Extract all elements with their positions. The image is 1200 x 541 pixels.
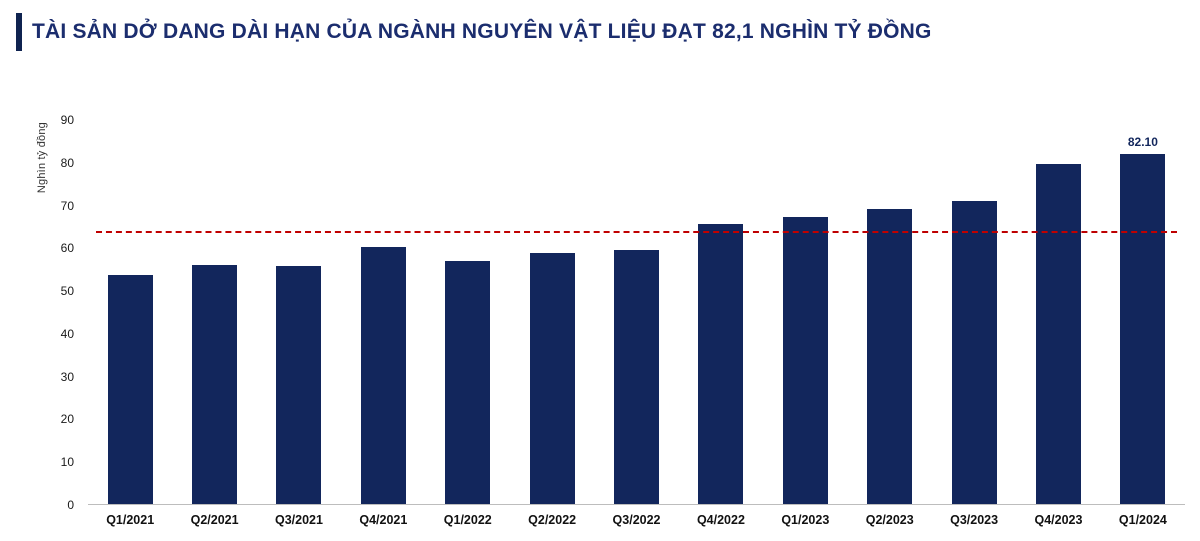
bar-slot bbox=[679, 120, 763, 504]
y-tick-label: 80 bbox=[60, 155, 74, 170]
x-axis-label: Q4/2021 bbox=[359, 513, 408, 527]
plot-area: 82.10 bbox=[88, 120, 1185, 505]
bar-slot bbox=[1016, 120, 1100, 504]
title-accent-bar bbox=[16, 13, 22, 51]
bar-Q2-2023 bbox=[867, 208, 913, 504]
page-title: TÀI SẢN DỞ DANG DÀI HẠN CỦA NGÀNH NGUYÊN… bbox=[32, 20, 932, 43]
bar-slot bbox=[426, 120, 510, 504]
y-tick-label: 40 bbox=[60, 326, 74, 341]
y-tick-label: 70 bbox=[60, 198, 74, 213]
x-axis-label: Q3/2021 bbox=[274, 513, 323, 527]
bar-slot bbox=[88, 120, 172, 504]
x-axis-label: Q2/2021 bbox=[190, 513, 239, 527]
x-axis-label: Q2/2023 bbox=[865, 513, 914, 527]
y-tick-label: 90 bbox=[60, 113, 74, 127]
bar-Q1-2022 bbox=[445, 261, 491, 504]
bar-Q3-2022 bbox=[614, 249, 660, 504]
x-axis-label: Q1/2024 bbox=[1118, 513, 1167, 527]
bars-container: 82.10 bbox=[88, 120, 1185, 504]
bar-chart: Nghìn tỷ đồng 0 10 20 30 40 50 60 70 80 90 82.10 … bbox=[0, 110, 1200, 540]
x-axis-label: Q2/2022 bbox=[528, 513, 577, 527]
x-axis-label: Q4/2023 bbox=[1034, 513, 1083, 527]
bar-slot: 82.10 bbox=[1101, 120, 1185, 504]
bar-Q2-2021 bbox=[192, 265, 238, 504]
y-tick-label: 10 bbox=[60, 455, 74, 470]
y-tick-label: 50 bbox=[60, 284, 74, 299]
x-axis: Q1/2021 Q2/2021 Q3/2021 Q4/2021 Q1/2022 Q2/20… bbox=[88, 513, 1185, 527]
y-tick-label: 30 bbox=[60, 369, 74, 384]
y-tick-label: 0 bbox=[67, 498, 74, 512]
bar-Q4-2023 bbox=[1035, 163, 1081, 504]
y-tick-label: 60 bbox=[60, 241, 74, 256]
bar-Q4-2022 bbox=[698, 223, 744, 504]
bar-Q1-2023 bbox=[782, 217, 828, 504]
bar-Q4-2021 bbox=[360, 247, 406, 504]
bar-value-label: 82.10 bbox=[1127, 134, 1158, 149]
y-axis: 0 10 20 30 40 50 60 70 80 90 bbox=[0, 113, 74, 512]
bar-Q1-2021 bbox=[107, 275, 153, 504]
x-axis-label: Q1/2022 bbox=[443, 513, 492, 527]
bar-slot bbox=[510, 120, 594, 504]
x-axis-label: Q4/2022 bbox=[696, 513, 745, 527]
x-axis-label: Q3/2022 bbox=[612, 513, 661, 527]
bar-Q1-2024 bbox=[1120, 153, 1166, 504]
bar-slot bbox=[848, 120, 932, 504]
x-axis-label: Q3/2023 bbox=[950, 513, 999, 527]
bar-slot bbox=[341, 120, 425, 504]
y-tick-label: 20 bbox=[60, 412, 74, 427]
average-reference-line bbox=[96, 231, 1177, 234]
x-axis-label: Q1/2021 bbox=[106, 513, 155, 527]
bar-slot bbox=[932, 120, 1016, 504]
bar-Q3-2021 bbox=[276, 266, 322, 504]
bar-Q2-2022 bbox=[529, 253, 575, 504]
bar-Q3-2023 bbox=[951, 201, 997, 504]
bar-slot bbox=[172, 120, 256, 504]
bar-slot bbox=[257, 120, 341, 504]
chart-header: TÀI SẢN DỞ DANG DÀI HẠN CỦA NGÀNH NGUYÊN… bbox=[16, 13, 932, 51]
bar-slot bbox=[763, 120, 847, 504]
bar-slot bbox=[594, 120, 678, 504]
x-axis-label: Q1/2023 bbox=[781, 513, 830, 527]
